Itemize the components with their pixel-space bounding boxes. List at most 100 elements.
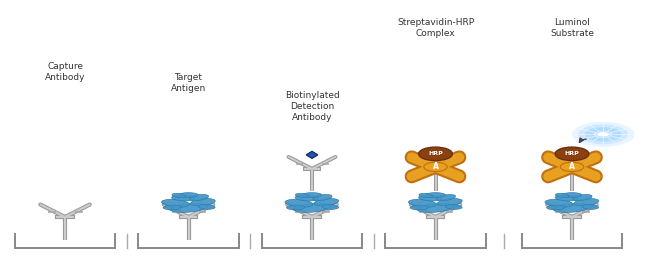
Text: Capture
Antibody: Capture Antibody: [45, 62, 85, 82]
FancyBboxPatch shape: [296, 163, 302, 164]
Ellipse shape: [313, 198, 339, 206]
Ellipse shape: [198, 204, 215, 209]
Ellipse shape: [171, 195, 196, 201]
Ellipse shape: [419, 193, 433, 198]
Ellipse shape: [189, 194, 209, 201]
Polygon shape: [306, 151, 318, 159]
Ellipse shape: [555, 195, 578, 201]
FancyBboxPatch shape: [322, 163, 328, 164]
Ellipse shape: [178, 192, 199, 197]
Ellipse shape: [161, 199, 190, 207]
Polygon shape: [430, 151, 441, 159]
Text: Target
Antigen: Target Antigen: [171, 73, 206, 93]
Ellipse shape: [295, 193, 309, 198]
FancyBboxPatch shape: [48, 211, 55, 212]
FancyBboxPatch shape: [172, 211, 178, 212]
Ellipse shape: [436, 194, 456, 201]
Text: HRP: HRP: [428, 151, 443, 156]
Circle shape: [572, 122, 634, 147]
FancyBboxPatch shape: [446, 211, 452, 212]
Ellipse shape: [554, 204, 590, 212]
Ellipse shape: [179, 193, 198, 197]
Ellipse shape: [170, 204, 207, 212]
Ellipse shape: [314, 199, 339, 206]
Ellipse shape: [169, 203, 208, 213]
Ellipse shape: [410, 205, 429, 210]
Ellipse shape: [172, 193, 186, 198]
Ellipse shape: [296, 193, 309, 198]
Ellipse shape: [545, 199, 573, 207]
FancyBboxPatch shape: [582, 163, 588, 164]
FancyBboxPatch shape: [555, 211, 562, 212]
Ellipse shape: [172, 195, 195, 201]
Ellipse shape: [409, 199, 436, 207]
Circle shape: [590, 129, 616, 140]
Ellipse shape: [419, 195, 442, 201]
Ellipse shape: [554, 195, 579, 201]
FancyBboxPatch shape: [419, 163, 426, 164]
Ellipse shape: [172, 193, 185, 198]
FancyBboxPatch shape: [199, 211, 205, 212]
Circle shape: [419, 147, 452, 161]
Ellipse shape: [313, 194, 332, 201]
Ellipse shape: [425, 192, 446, 197]
Ellipse shape: [555, 193, 569, 198]
Ellipse shape: [445, 204, 462, 210]
Ellipse shape: [302, 192, 322, 197]
Ellipse shape: [294, 195, 319, 201]
Ellipse shape: [562, 193, 582, 197]
Polygon shape: [566, 151, 578, 159]
FancyBboxPatch shape: [556, 163, 562, 164]
Ellipse shape: [416, 203, 455, 213]
Ellipse shape: [189, 194, 209, 201]
Ellipse shape: [436, 194, 456, 201]
Text: A: A: [569, 162, 575, 171]
Ellipse shape: [322, 204, 339, 209]
Circle shape: [594, 131, 612, 138]
FancyBboxPatch shape: [75, 211, 82, 212]
FancyBboxPatch shape: [419, 211, 425, 212]
Ellipse shape: [322, 204, 339, 210]
Ellipse shape: [302, 193, 322, 197]
Circle shape: [597, 132, 610, 137]
Text: Streptavidin-HRP
Complex: Streptavidin-HRP Complex: [397, 18, 474, 38]
Ellipse shape: [573, 198, 599, 206]
Ellipse shape: [582, 204, 599, 209]
Circle shape: [424, 162, 447, 172]
Ellipse shape: [410, 205, 428, 210]
Ellipse shape: [546, 205, 566, 210]
Ellipse shape: [545, 199, 573, 207]
Ellipse shape: [285, 199, 313, 207]
FancyBboxPatch shape: [582, 211, 589, 212]
Ellipse shape: [573, 194, 592, 201]
Ellipse shape: [190, 198, 216, 206]
Circle shape: [555, 147, 589, 161]
FancyBboxPatch shape: [295, 211, 302, 212]
FancyBboxPatch shape: [322, 211, 329, 212]
Ellipse shape: [286, 205, 306, 210]
Ellipse shape: [418, 195, 443, 201]
Ellipse shape: [292, 203, 332, 213]
Ellipse shape: [426, 193, 445, 197]
Ellipse shape: [437, 198, 463, 206]
Ellipse shape: [419, 193, 432, 198]
Ellipse shape: [408, 199, 437, 207]
Ellipse shape: [547, 205, 565, 210]
Ellipse shape: [582, 204, 599, 210]
Text: A: A: [432, 162, 439, 171]
Ellipse shape: [190, 199, 215, 206]
Ellipse shape: [162, 199, 189, 207]
Circle shape: [560, 162, 584, 172]
Ellipse shape: [573, 194, 592, 201]
Ellipse shape: [445, 204, 462, 209]
Text: Biotinylated
Detection
Antibody: Biotinylated Detection Antibody: [285, 91, 339, 122]
Ellipse shape: [285, 199, 313, 207]
Ellipse shape: [437, 199, 462, 206]
Ellipse shape: [417, 204, 454, 212]
Ellipse shape: [162, 205, 182, 210]
Circle shape: [585, 127, 621, 142]
Ellipse shape: [552, 203, 592, 213]
Ellipse shape: [313, 194, 332, 201]
Ellipse shape: [562, 192, 582, 197]
Ellipse shape: [574, 199, 599, 206]
